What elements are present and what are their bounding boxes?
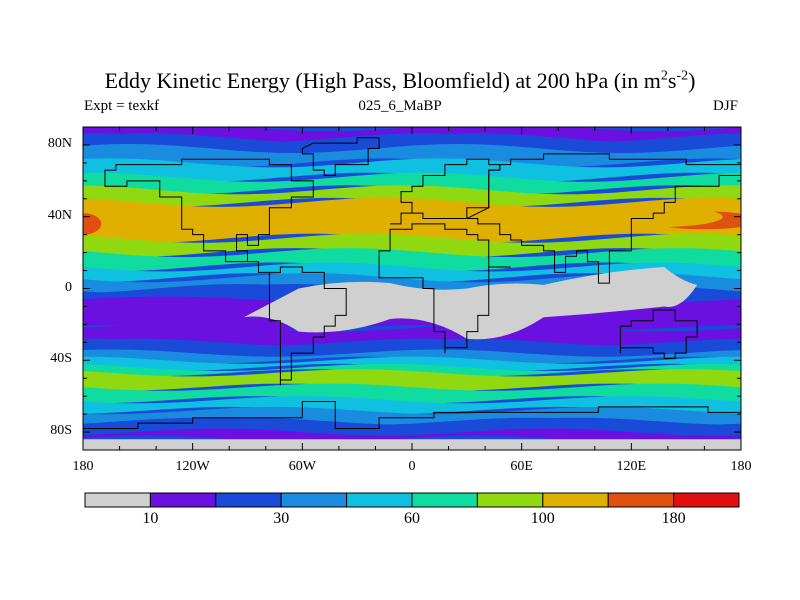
- sh-band-6: [83, 383, 741, 404]
- x-tick-label: 120E: [616, 459, 647, 474]
- coastline-antarctica: [83, 401, 741, 429]
- colorbar-box-2: [215, 492, 282, 508]
- y-tick-label: 40N: [47, 207, 72, 223]
- case-label: 025_6_MaBP: [358, 98, 442, 114]
- coastline-australia: [619, 309, 698, 359]
- colorbar-box-7: [542, 492, 609, 508]
- colorbar-label: 100: [530, 510, 555, 527]
- nh-band-5: [83, 185, 741, 207]
- colorbar-label: 10: [142, 510, 159, 527]
- nh-band-3: [83, 158, 741, 182]
- coastline-greenland: [301, 137, 380, 176]
- chart-title: Eddy Kinetic Energy (High Pass, Bloomfie…: [104, 68, 696, 93]
- coastline-south-america: [268, 266, 347, 386]
- colorbar-box-5: [411, 492, 478, 508]
- x-tick-label: 180: [72, 459, 94, 474]
- x-tick-label: 0: [408, 459, 416, 474]
- season-label: DJF: [712, 98, 738, 114]
- sh-band-3: [83, 356, 741, 371]
- sh-band-10: [83, 428, 741, 443]
- nh-band-6: [83, 197, 741, 243]
- colorbar-label: 30: [273, 510, 290, 527]
- coastline-europe: [390, 158, 501, 225]
- nh-band-2: [83, 144, 741, 168]
- x-tick-label: 60E: [510, 459, 533, 474]
- continent-outlines: [83, 137, 741, 429]
- y-tick-label: 0: [65, 279, 72, 295]
- colorbar-box-8: [607, 492, 675, 508]
- colorbar-box-1: [149, 492, 217, 508]
- coastline-africa: [378, 223, 511, 354]
- experiment-label: Expt = texkf: [84, 98, 160, 114]
- y-tick-label: 80N: [47, 135, 72, 151]
- y-tick-label: 40S: [50, 351, 72, 367]
- colorbar-box-6: [476, 492, 544, 508]
- nh-band-4: [83, 172, 741, 195]
- tropical-low-region: [243, 266, 698, 340]
- nh-band-0: [83, 127, 741, 143]
- y-tick-label: 80S: [50, 423, 72, 439]
- sh-band-4: [83, 363, 741, 377]
- colorbar-box-4: [346, 492, 413, 508]
- x-tick-label: 60W: [288, 459, 316, 474]
- filled-contours: [83, 127, 741, 450]
- colorbar-box-3: [280, 492, 348, 508]
- colorbar-label: 180: [661, 510, 686, 527]
- nh-band-9: [83, 262, 741, 283]
- jet-core-0: [83, 213, 102, 235]
- coastline-north-america: [104, 158, 314, 273]
- axis-ticks: [82, 127, 742, 450]
- colorbar: [84, 492, 740, 508]
- nh-band-1: [83, 133, 741, 153]
- nh-band-8: [83, 248, 741, 272]
- x-tick-label: 120W: [175, 459, 210, 474]
- sh-band-1: [83, 338, 741, 357]
- colorbar-label: 60: [404, 510, 420, 527]
- sh-band-5: [83, 369, 741, 391]
- x-tick-label: 180: [730, 459, 752, 474]
- nh-band-7: [83, 233, 741, 258]
- sh-band-8: [83, 406, 741, 425]
- colorbar-box-9: [673, 492, 740, 508]
- colorbar-box-0: [84, 492, 151, 508]
- coastline-asia: [466, 153, 741, 284]
- jet-core-2: [576, 205, 723, 228]
- sh-band-7: [83, 396, 741, 415]
